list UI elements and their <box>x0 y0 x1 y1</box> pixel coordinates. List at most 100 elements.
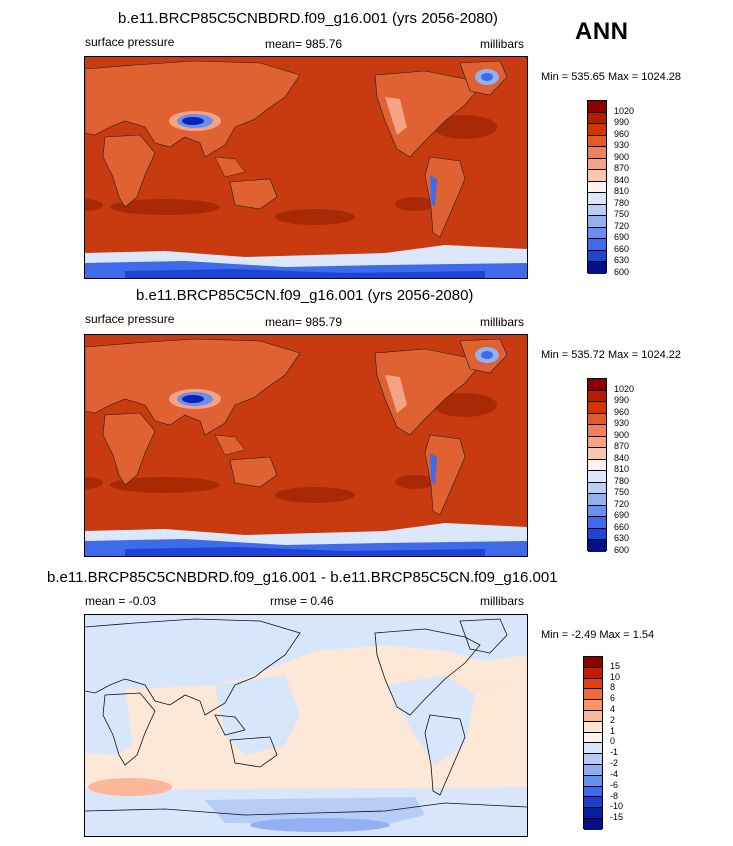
colorbar-tick-label: 900 <box>614 151 630 162</box>
colorbar-tick-label: 660 <box>614 521 630 532</box>
colorbar-tick-label: 8 <box>610 682 616 693</box>
panel-3-title: b.e11.BRCP85C5CNBDRD.f09_g16.001 - b.e11… <box>47 569 558 586</box>
colorbar-tick-label: 0 <box>610 736 616 747</box>
high-pressure-cell <box>275 209 355 225</box>
colorbar-tick-label: 750 <box>614 487 630 498</box>
panel-3-mean: mean = -0.03 <box>85 594 157 608</box>
colorbar-tick-label: 840 <box>614 452 630 463</box>
positive-anomaly <box>88 778 172 796</box>
panel-3-minmax: Min = -2.49 Max = 1.54 <box>541 629 655 641</box>
panel-3-map-svg <box>85 615 527 836</box>
south-america <box>424 434 466 516</box>
panel-3-rmse: rmse = 0.46 <box>270 594 334 608</box>
africa <box>102 134 156 208</box>
colorbar-tick-label: 900 <box>614 429 630 440</box>
eurasia <box>85 60 301 158</box>
panel-2-units: millibars <box>480 315 525 329</box>
high-pressure-cell <box>395 197 435 211</box>
high-pressure-cell <box>433 115 497 139</box>
panel-2-mean: mean= 985.79 <box>265 315 343 329</box>
colorbar-tick-label: 4 <box>610 704 616 715</box>
north-america <box>374 348 481 436</box>
colorbar-tick-label: -4 <box>610 768 619 779</box>
greenland-core <box>481 73 493 81</box>
positive-anomaly <box>463 679 507 691</box>
antarctic-core <box>125 269 485 278</box>
negative-anomaly <box>85 615 527 689</box>
greenland-core <box>481 351 493 359</box>
colorbar-tick-label: 600 <box>614 544 630 555</box>
high-pressure-cell <box>110 477 220 493</box>
rockies <box>385 375 407 413</box>
tibet-core <box>182 117 204 125</box>
maritime-continent <box>214 434 246 456</box>
colorbar-tick-label: 600 <box>614 266 630 277</box>
colorbar-tick-label: 660 <box>614 243 630 254</box>
antarctic-core <box>125 547 485 556</box>
high-pressure-cell <box>395 475 435 489</box>
negative-anomaly <box>215 675 300 755</box>
panel-1-mean: mean= 985.76 <box>265 37 343 51</box>
panel-1-map <box>84 56 528 279</box>
colorbar-tick-label: -1 <box>610 747 619 758</box>
high-pressure-cell <box>275 487 355 503</box>
colorbar-tick-label: 870 <box>614 441 630 452</box>
panel-2-map-svg <box>85 335 527 556</box>
high-pressure-cell <box>433 393 497 417</box>
rockies <box>385 97 407 135</box>
panel-2-variable: surface pressure <box>85 312 175 326</box>
negative-anomaly-core <box>250 818 390 832</box>
maritime-continent <box>214 156 246 178</box>
colorbar-tick-label: 780 <box>614 197 630 208</box>
colorbar-tick-label: 10 <box>610 671 621 682</box>
panel-3-colorbar <box>583 656 603 830</box>
tibet-core <box>182 395 204 403</box>
panel-2-colorbar <box>587 378 607 552</box>
colorbar-tick-label: 990 <box>614 117 630 128</box>
colorbar-tick-label: 840 <box>614 174 630 185</box>
colorbar-tick-label: 1 <box>610 725 616 736</box>
negative-anomaly <box>85 685 133 755</box>
north-america <box>374 70 481 158</box>
coastlines <box>85 618 527 816</box>
colorbar-tick-label: 2 <box>610 714 616 725</box>
negative-anomaly <box>385 675 475 765</box>
colorbar-tick-label: 630 <box>614 255 630 266</box>
panel-3-units: millibars <box>480 594 525 608</box>
colorbar-tick-label: 810 <box>614 186 630 197</box>
colorbar-tick-label: -2 <box>610 758 619 769</box>
colorbar-tick-label: 960 <box>614 128 630 139</box>
colorbar-tick-label: -6 <box>610 779 619 790</box>
south-america <box>424 156 466 238</box>
africa <box>102 412 156 486</box>
colorbar-tick-label: 930 <box>614 418 630 429</box>
colorbar-tick-label: 690 <box>614 510 630 521</box>
andes <box>430 175 437 207</box>
panel-1-units: millibars <box>480 37 525 51</box>
colorbar-tick-label: 630 <box>614 533 630 544</box>
panel-2-title: b.e11.BRCP85C5CN.f09_g16.001 (yrs 2056-2… <box>136 287 474 304</box>
panel-1-map-svg <box>85 57 527 278</box>
colorbar-tick-label: -8 <box>610 790 619 801</box>
colorbar-tick-label: 870 <box>614 163 630 174</box>
panel-1-minmax: Min = 535.65 Max = 1024.28 <box>541 71 682 83</box>
panel-1-colorbar <box>587 100 607 274</box>
australia <box>229 456 278 488</box>
colorbar-tick-label: 1020 <box>614 383 635 394</box>
eurasia <box>85 338 301 436</box>
colorbar-tick-label: 750 <box>614 209 630 220</box>
colorbar-tick-label: 960 <box>614 406 630 417</box>
colorbar-tick-label: -10 <box>610 801 624 812</box>
colorbar-tick-label: 720 <box>614 498 630 509</box>
high-pressure-cell <box>85 199 103 211</box>
season-label: ANN <box>575 18 629 45</box>
australia <box>229 178 278 210</box>
panel-1-variable: surface pressure <box>85 35 175 49</box>
panel-3-map <box>84 614 528 837</box>
colorbar-tick-label: 6 <box>610 693 616 704</box>
high-pressure-cell <box>110 199 220 215</box>
colorbar-tick-label: 690 <box>614 232 630 243</box>
colorbar-tick-label: 930 <box>614 140 630 151</box>
colorbar-tick-label: 720 <box>614 220 630 231</box>
colorbar-tick-label: 1020 <box>614 105 635 116</box>
